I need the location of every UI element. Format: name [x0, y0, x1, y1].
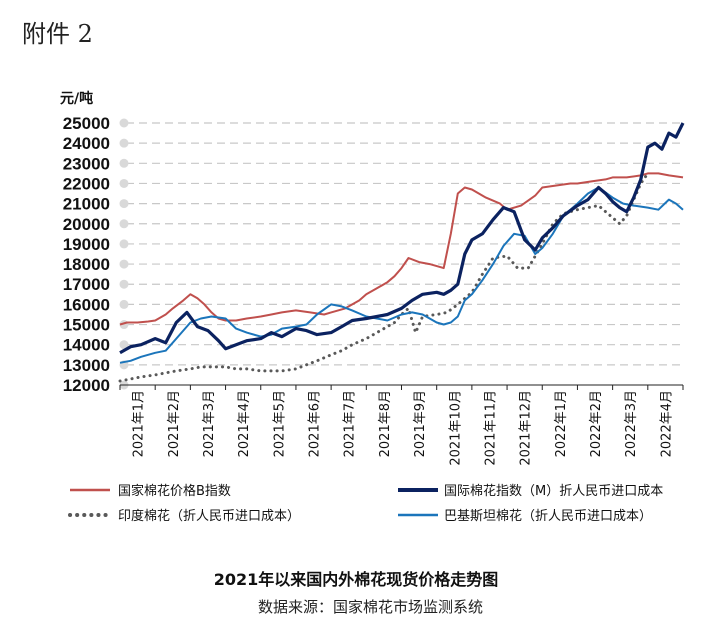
y-tick-dot: [119, 279, 129, 289]
x-tick-label: 2021年4月: [237, 390, 252, 457]
x-axis-ticks: 2021年1月 2021年2月 2021年3月 2021年4月 2021年5月 2021年…: [119, 385, 684, 466]
y-tick-dot: [119, 340, 129, 350]
grid-lines: [126, 122, 683, 366]
data-source-note: 数据来源：国家棉花市场监测系统: [258, 598, 484, 616]
y-tick-label: 25000: [63, 114, 110, 133]
series-line-1: [119, 122, 685, 355]
y-tick-label: 20000: [63, 215, 110, 234]
y-tick-label: 21000: [63, 195, 110, 214]
y-tick-dot: [119, 178, 129, 188]
chart-title: 2021年以来国内外棉花现货价格走势图: [213, 570, 499, 589]
x-tick-label: 2021年11月: [483, 390, 498, 466]
y-tick-label: 22000: [63, 174, 110, 193]
y-tick-label: 16000: [63, 295, 110, 314]
legend-label-3: 巴基斯坦棉花（折人民币进口成本）: [444, 508, 652, 524]
y-tick-label: 12000: [63, 376, 110, 395]
y-axis-unit-label: 元/吨: [60, 91, 94, 107]
series-line-3: [119, 186, 684, 364]
y-tick-dot: [119, 199, 129, 209]
series-line-0: [119, 172, 684, 326]
y-tick-label: 14000: [63, 336, 110, 355]
y-tick-dot: [119, 118, 129, 128]
y-tick-label: 19000: [63, 235, 110, 254]
y-tick-dot: [119, 138, 129, 148]
y-tick-label: 23000: [63, 154, 110, 173]
x-tick-label: 2022年1月: [554, 390, 569, 457]
y-tick-label: 24000: [63, 134, 110, 153]
y-tick-dot: [119, 158, 129, 168]
series-line-2: [118, 171, 650, 383]
legend-label-2: 印度棉花（折人民币进口成本）: [118, 508, 300, 524]
y-tick-label: 15000: [63, 316, 110, 335]
y-tick-dot: [119, 259, 129, 269]
x-tick-label: 2021年2月: [167, 390, 182, 457]
x-tick-label: 2022年4月: [659, 390, 674, 457]
y-tick-dot: [119, 219, 129, 229]
y-tick-label: 18000: [63, 255, 110, 274]
legend: 国家棉花价格B指数 国际棉花指数（M）折人民币进口成本印度棉花（折人民币进口成本）…: [68, 483, 663, 524]
x-tick-label: 2022年2月: [589, 390, 604, 457]
attachment-label: 附件 2: [22, 20, 93, 48]
x-tick-label: 2021年6月: [308, 390, 323, 457]
x-tick-label: 2021年1月: [132, 390, 147, 457]
x-tick-label: 2021年8月: [378, 390, 393, 457]
legend-label-1: 国际棉花指数（M）折人民币进口成本: [444, 483, 663, 499]
y-tick-label: 13000: [63, 356, 110, 375]
series-lines: [118, 122, 685, 383]
y-tick-dot: [119, 239, 129, 249]
x-tick-label: 2021年9月: [413, 390, 428, 457]
legend-label-0: 国家棉花价格B指数: [118, 483, 231, 499]
x-tick-label: 2021年10月: [448, 390, 463, 466]
x-tick-label: 2022年3月: [624, 390, 639, 457]
y-tick-dot: [119, 299, 129, 309]
x-tick-label: 2021年3月: [202, 390, 217, 457]
x-tick-label: 2021年7月: [343, 390, 358, 457]
x-tick-label: 2021年12月: [519, 390, 534, 466]
y-tick-label: 17000: [63, 275, 110, 294]
x-tick-label: 2021年5月: [272, 390, 287, 457]
